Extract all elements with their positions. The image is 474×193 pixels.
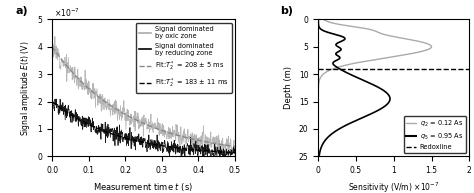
X-axis label: Sensitivity (V/m) $\times10^{-7}$: Sensitivity (V/m) $\times10^{-7}$ [348, 181, 439, 193]
Y-axis label: Depth (m): Depth (m) [284, 66, 293, 109]
X-axis label: Measurement time $t$ (s): Measurement time $t$ (s) [93, 181, 193, 193]
Legend: $q_2$ = 0.12 As, $q_5$ = 0.95 As, Redoxline: $q_2$ = 0.12 As, $q_5$ = 0.95 As, Redoxl… [404, 116, 466, 153]
Text: a): a) [16, 6, 28, 16]
Text: b): b) [281, 6, 293, 16]
Text: $\times10^{-7}$: $\times10^{-7}$ [54, 6, 80, 19]
Legend: Signal dominated
by oxic zone, Signal dominated
by reducing zone, Fit:$T_2^*$ = : Signal dominated by oxic zone, Signal do… [136, 23, 231, 93]
Y-axis label: Signal amplitude $E(t)$ (V): Signal amplitude $E(t)$ (V) [19, 40, 32, 135]
